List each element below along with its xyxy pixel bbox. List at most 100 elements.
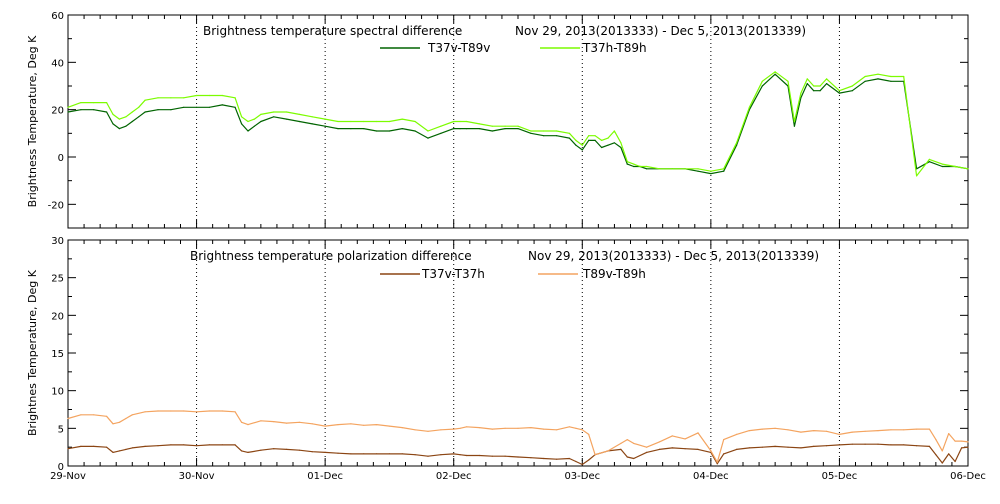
data-point — [80, 446, 81, 447]
data-point — [247, 121, 248, 122]
data-point — [672, 435, 673, 436]
data-point — [286, 111, 287, 112]
data-point — [112, 452, 113, 453]
data-point — [273, 448, 274, 449]
data-point — [517, 128, 518, 129]
data-point — [363, 128, 364, 129]
data-point — [273, 116, 274, 117]
data-point — [209, 410, 210, 411]
data-point — [363, 453, 364, 454]
data-point — [350, 128, 351, 129]
data-point — [929, 429, 930, 430]
x-tick-label: 01-Dec — [307, 471, 343, 482]
data-point — [839, 434, 840, 435]
data-point — [877, 430, 878, 431]
data-point — [453, 429, 454, 430]
chart-title: Brightness temperature polarization diff… — [190, 249, 472, 263]
data-point — [646, 166, 647, 167]
data-point — [505, 428, 506, 429]
data-point — [556, 429, 557, 430]
data-point — [440, 454, 441, 455]
data-point — [402, 453, 403, 454]
data-point — [582, 429, 583, 430]
x-tick-label: 02-Dec — [436, 471, 472, 482]
data-point — [67, 111, 68, 112]
data-point — [620, 147, 621, 148]
data-point — [813, 85, 814, 86]
data-point — [132, 111, 133, 112]
data-point — [942, 166, 943, 167]
data-point — [582, 464, 583, 465]
data-point — [717, 462, 718, 463]
data-point — [299, 450, 300, 451]
data-point — [337, 128, 338, 129]
data-point — [196, 411, 197, 412]
data-point — [492, 126, 493, 127]
data-point — [762, 85, 763, 86]
data-point — [942, 450, 943, 451]
data-point — [466, 455, 467, 456]
series-line-1 — [68, 72, 968, 176]
data-point — [402, 119, 403, 120]
y-tick-label: 10 — [51, 387, 64, 398]
data-point — [183, 107, 184, 108]
data-point — [145, 111, 146, 112]
data-point — [376, 121, 377, 122]
data-point — [517, 456, 518, 457]
data-point — [145, 446, 146, 447]
data-point — [466, 128, 467, 129]
data-point — [389, 130, 390, 131]
data-point — [710, 450, 711, 451]
data-point — [286, 423, 287, 424]
data-point — [569, 133, 570, 134]
data-point — [685, 438, 686, 439]
data-point — [890, 429, 891, 430]
data-point — [183, 410, 184, 411]
data-point — [736, 449, 737, 450]
data-point — [877, 74, 878, 75]
data-point — [389, 426, 390, 427]
polarization-difference-panel: 05101520253029-Nov 30-Nov 01-Dec 02-Dec 03-D… — [26, 236, 986, 482]
data-point — [222, 444, 223, 445]
data-point — [440, 133, 441, 134]
data-point — [633, 166, 634, 167]
data-point — [260, 420, 261, 421]
data-point — [775, 446, 776, 447]
data-point — [235, 97, 236, 98]
data-point — [820, 90, 821, 91]
data-point — [723, 171, 724, 172]
data-point — [775, 428, 776, 429]
data-point — [916, 429, 917, 430]
data-point — [337, 121, 338, 122]
data-point — [466, 426, 467, 427]
data-point — [241, 422, 242, 423]
data-point — [80, 102, 81, 103]
data-point — [440, 126, 441, 127]
data-point — [627, 439, 628, 440]
data-point — [183, 444, 184, 445]
data-point — [646, 452, 647, 453]
data-point — [607, 145, 608, 146]
data-point — [363, 121, 364, 122]
data-point — [138, 116, 139, 117]
data-point — [749, 430, 750, 431]
data-point — [646, 447, 647, 448]
data-point — [787, 429, 788, 430]
data-point — [350, 423, 351, 424]
data-point — [787, 81, 788, 82]
y-tick-label: 30 — [51, 236, 64, 247]
data-point — [286, 119, 287, 120]
data-point — [633, 443, 634, 444]
data-point — [659, 441, 660, 442]
data-point — [916, 445, 917, 446]
data-point — [556, 135, 557, 136]
data-point — [145, 100, 146, 101]
data-point — [890, 81, 891, 82]
data-point — [865, 76, 866, 77]
data-point — [697, 449, 698, 450]
data-point — [376, 424, 377, 425]
data-point — [813, 430, 814, 431]
data-point — [890, 444, 891, 445]
data-point — [961, 447, 962, 448]
data-point — [517, 428, 518, 429]
